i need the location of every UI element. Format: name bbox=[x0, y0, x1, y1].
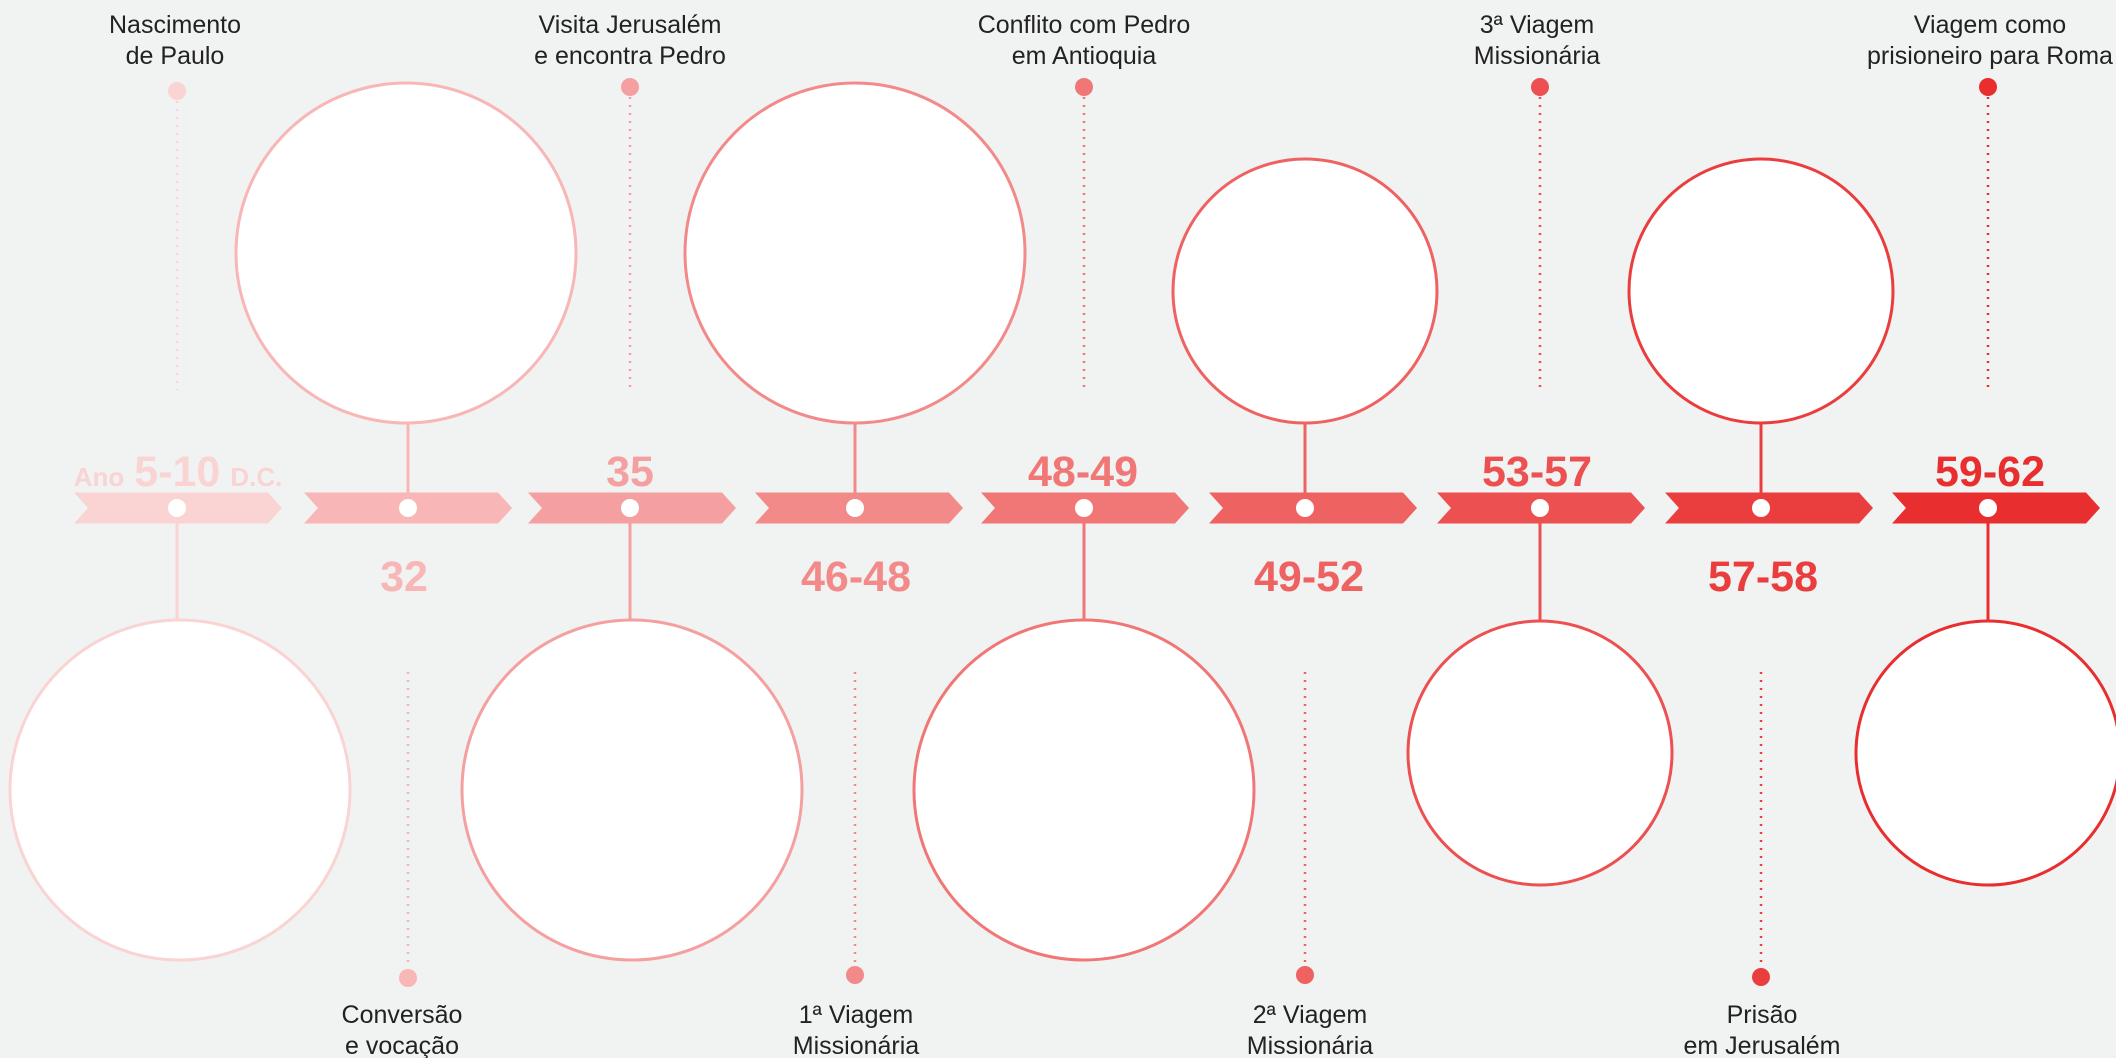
event-label-line1: Conversão bbox=[342, 1001, 463, 1029]
image-placeholder-circle bbox=[912, 618, 1256, 962]
timeline-node-dot bbox=[1979, 499, 1997, 517]
event-label-line1: Visita Jerusalém bbox=[539, 11, 722, 39]
event-label-line2: e vocação bbox=[345, 1032, 459, 1058]
event-label-line1: Nascimento bbox=[109, 11, 241, 39]
year-value: 5-10 bbox=[134, 448, 220, 496]
timeline-node-dot bbox=[1531, 499, 1549, 517]
year-label: 49-52 bbox=[1254, 553, 1364, 601]
year-label: 57-58 bbox=[1708, 553, 1818, 601]
event-label-line2: Missionária bbox=[1474, 42, 1601, 70]
year-prefix: Ano bbox=[74, 462, 125, 492]
event-label-line1: Conflito com Pedro bbox=[978, 11, 1191, 39]
event-label-line2: em Antioquia bbox=[1012, 42, 1157, 70]
image-placeholder-circle bbox=[8, 618, 352, 962]
event-label-line2: prisioneiro para Roma bbox=[1867, 42, 2113, 70]
label-marker-dot bbox=[399, 969, 417, 987]
image-placeholder-circle bbox=[683, 81, 1027, 425]
event-label-line1: 2ª Viagem bbox=[1253, 1001, 1367, 1029]
year-label: 32 bbox=[380, 553, 428, 601]
year-label: 53-57 bbox=[1482, 448, 1592, 496]
event-label-line2: em Jerusalém bbox=[1684, 1032, 1841, 1058]
year-label: 35 bbox=[606, 448, 654, 496]
timeline-node-dot bbox=[1752, 499, 1770, 517]
event-label-line1: 3ª Viagem bbox=[1480, 11, 1594, 39]
timeline-node-dot bbox=[399, 499, 417, 517]
year-label: Ano 5-10 D.C. bbox=[74, 448, 283, 496]
year-label: 48-49 bbox=[1028, 448, 1138, 496]
timeline-node-dot bbox=[621, 499, 639, 517]
event-label-line2: Missionária bbox=[1247, 1032, 1374, 1058]
event-label-line1: Prisão bbox=[1727, 1001, 1798, 1029]
timeline-node-dot bbox=[846, 499, 864, 517]
label-marker-dot bbox=[168, 82, 186, 100]
label-marker-dot bbox=[1075, 78, 1093, 96]
year-suffix: D.C. bbox=[230, 462, 282, 492]
year-label: 59-62 bbox=[1935, 448, 2045, 496]
image-placeholder-circle bbox=[1171, 157, 1439, 425]
image-placeholder-circle bbox=[1406, 619, 1674, 887]
year-label: 46-48 bbox=[801, 553, 911, 601]
timeline-node-dot bbox=[1075, 499, 1093, 517]
label-marker-dot bbox=[846, 966, 864, 984]
label-marker-dot bbox=[1752, 968, 1770, 986]
event-label-line1: 1ª Viagem bbox=[799, 1001, 913, 1029]
event-label-line2: Missionária bbox=[793, 1032, 920, 1058]
label-marker-dot bbox=[621, 78, 639, 96]
event-label-line1: Viagem como bbox=[1914, 11, 2066, 39]
event-label-line2: de Paulo bbox=[126, 42, 225, 70]
label-marker-dot bbox=[1531, 78, 1549, 96]
timeline-node-dot bbox=[1296, 499, 1314, 517]
event-label-line2: e encontra Pedro bbox=[534, 42, 726, 70]
label-marker-dot bbox=[1296, 966, 1314, 984]
label-marker-dot bbox=[1979, 78, 1997, 96]
timeline-node-dot bbox=[168, 499, 186, 517]
image-placeholder-circle bbox=[1627, 157, 1895, 425]
image-placeholder-circle bbox=[234, 81, 578, 425]
image-placeholder-circle bbox=[1854, 619, 2116, 887]
image-placeholder-circle bbox=[460, 618, 804, 962]
